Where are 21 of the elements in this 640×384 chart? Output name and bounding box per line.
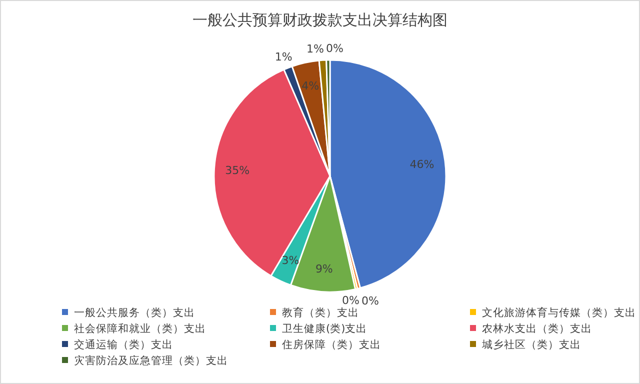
legend-label: 交通运输（类）支出 [74, 338, 173, 351]
data-label: 3% [282, 254, 300, 267]
data-label: 35% [225, 164, 250, 178]
legend-label: 城乡社区（类）支出 [481, 338, 581, 351]
data-label: 9% [315, 262, 333, 276]
legend-label: 卫生健康(类)支出 [282, 322, 368, 335]
legend-label: 文化旅游体育与传媒（类）支出 [482, 306, 636, 319]
legend-label: 灾害防治及应急管理（类）支出 [74, 354, 228, 367]
legend-label: 教育（类）支出 [282, 306, 359, 319]
legend-label: 农林水支出（类）支出 [482, 322, 592, 335]
data-label: 4% [302, 79, 320, 92]
data-label: 46% [410, 158, 434, 171]
legend-label: 住房保障（类）支出 [282, 338, 381, 351]
chart-title: 一般公共预算财政拨款支出决算结构图 [192, 11, 448, 29]
data-label: 0% [342, 294, 360, 307]
data-label: 1% [274, 50, 292, 64]
legend-label: 社会保障和就业（类）支出 [74, 322, 206, 335]
data-label: 1% [306, 42, 324, 56]
data-label: 0% [361, 294, 379, 308]
legend-label: 一般公共服务（类）支出 [74, 306, 195, 319]
data-label: 0% [326, 42, 344, 56]
